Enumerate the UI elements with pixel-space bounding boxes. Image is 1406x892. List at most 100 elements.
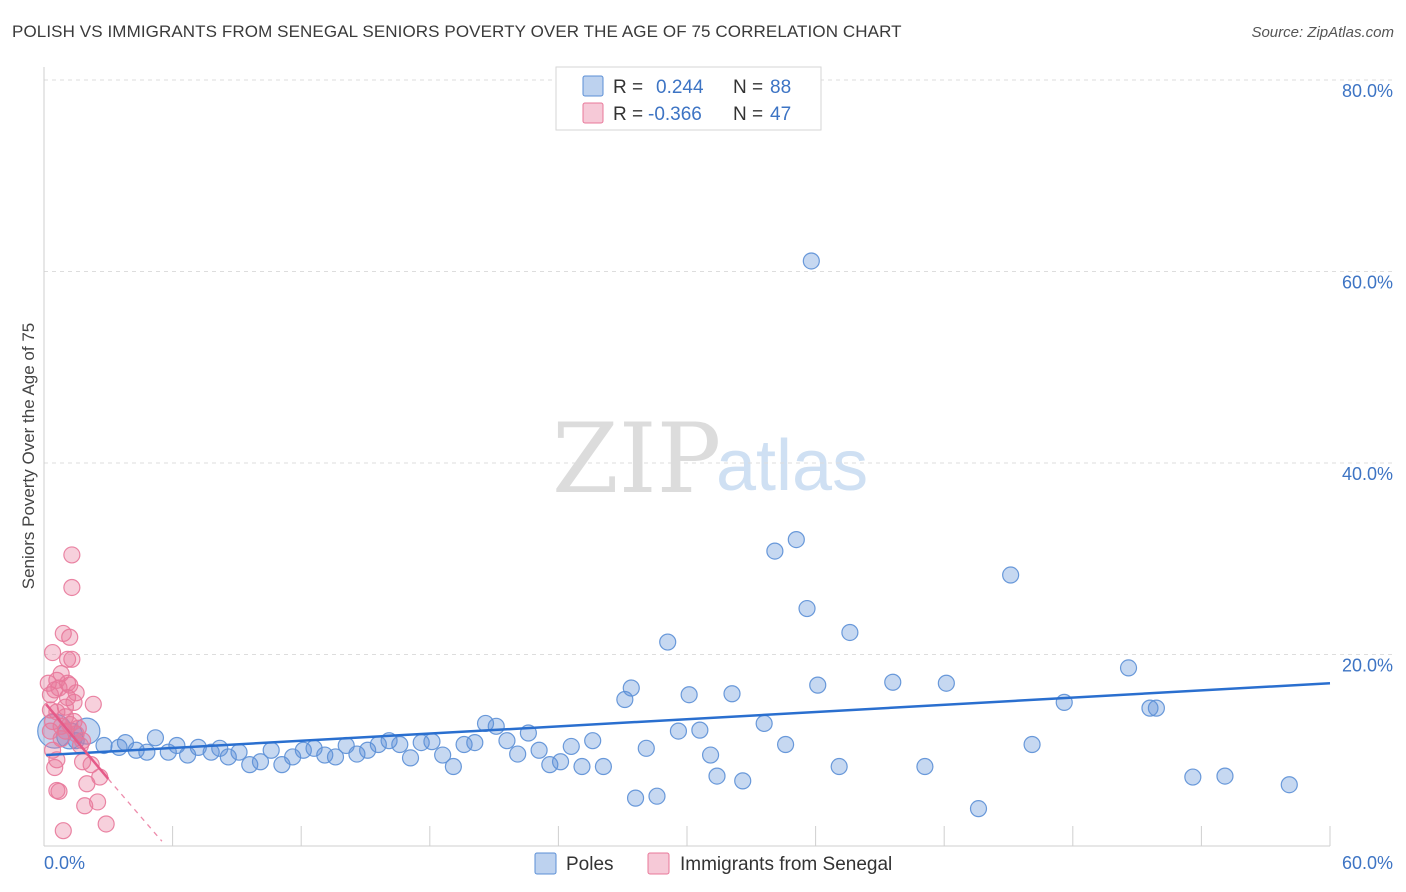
y-tick-label-40: 40.0% (1342, 464, 1393, 484)
legend-n-label-senegal: N = (733, 104, 763, 125)
legend-swatch-senegal (582, 102, 604, 124)
y-tick-label-20: 20.0% (1342, 656, 1393, 676)
poles-point (1184, 768, 1202, 786)
poles-point (916, 757, 934, 776)
x-tick-label-min: 0.0% (44, 853, 85, 873)
poles-point (1023, 735, 1041, 754)
x-axis-ticks (172, 826, 1331, 846)
poles-point (594, 757, 613, 776)
legend-n-value-senegal: 47 (770, 104, 791, 125)
poles-point (1002, 566, 1020, 584)
poles-point (562, 737, 580, 756)
poles-point (626, 789, 645, 807)
poles-point (708, 767, 726, 785)
poles-point (401, 749, 420, 767)
senegal-point (63, 578, 81, 597)
poles-point (969, 800, 988, 818)
legend-r-value-poles: 0.244 (656, 77, 704, 98)
poles-point (809, 676, 827, 694)
source-credit: Source: ZipAtlas.com (1251, 24, 1394, 41)
senegal-point (58, 650, 77, 668)
poles-point (701, 746, 720, 764)
poles-point (219, 748, 237, 766)
poles-point (326, 748, 345, 766)
senegal-point (88, 793, 107, 811)
poles-point (659, 633, 677, 651)
poles-point (669, 722, 688, 740)
poles-point (359, 741, 377, 759)
x-tick-label-max: 60.0% (1342, 853, 1393, 873)
senegal-point (54, 624, 72, 643)
poles-point (734, 772, 752, 790)
poles-point (573, 757, 591, 776)
poles-point (937, 674, 955, 692)
poles-point (884, 673, 902, 691)
watermark-zip: ZIP (552, 403, 721, 515)
poles-point (444, 757, 462, 776)
y-tick-label-60: 60.0% (1342, 273, 1393, 293)
poles-point (766, 542, 784, 560)
poles-point (787, 530, 805, 549)
legend-n-label-poles: N = (733, 77, 763, 98)
poles-point (541, 756, 559, 774)
poles-point (316, 746, 334, 764)
bottom-legend-swatch-senegal (647, 852, 670, 875)
poles-point (348, 745, 366, 763)
poles-point (755, 714, 773, 733)
poles-point (680, 686, 698, 704)
poles-point (841, 623, 859, 642)
senegal-point (84, 695, 102, 713)
senegal-point (54, 822, 72, 840)
poles-point (530, 741, 548, 759)
watermark: ZIP atlas (552, 403, 868, 515)
poles-point (455, 735, 473, 754)
poles-point (584, 732, 602, 750)
poles-point (1119, 659, 1138, 677)
y-axis-label: Seniors Poverty Over the Age of 75 (19, 323, 38, 589)
senegal-point (67, 684, 85, 702)
y-tick-label-80: 80.0% (1342, 81, 1393, 101)
poles-point (434, 746, 452, 764)
senegal-point (43, 643, 62, 662)
poles-point (802, 252, 820, 270)
legend-swatch-poles (582, 75, 604, 97)
poles-point (1141, 699, 1159, 717)
poles-point (241, 756, 259, 774)
poles-point (622, 679, 640, 697)
senegal-point (52, 730, 70, 748)
senegal-point (50, 782, 68, 801)
watermark-atlas: atlas (716, 426, 868, 506)
senegal-trend-line (45, 703, 110, 780)
y-axis-tick-labels: 20.0% 40.0% 60.0% 80.0% (1342, 81, 1393, 676)
chart-title: POLISH VS IMMIGRANTS FROM SENEGAL SENIOR… (12, 22, 902, 41)
poles-point (776, 735, 795, 754)
senegal-point (63, 650, 81, 668)
gridlines (44, 79, 1392, 655)
senegal-point (48, 671, 66, 689)
legend-r-value-senegal: -0.366 (648, 104, 702, 125)
senegal-point (56, 698, 75, 716)
poles-point (723, 685, 741, 703)
bottom-legend-label-poles: Poles (566, 854, 614, 875)
poles-point (168, 736, 186, 755)
poles-point (1147, 699, 1165, 717)
poles-point (262, 741, 280, 759)
poles-point (830, 757, 848, 776)
poles-point (284, 748, 302, 766)
legend-r-label-poles: R = (613, 77, 643, 98)
senegal-point (97, 815, 115, 833)
poles-point (146, 729, 165, 747)
poles-point (637, 739, 655, 757)
poles-point (251, 753, 270, 771)
series-senegal (39, 546, 115, 840)
poles-point (487, 717, 505, 735)
poles-point (691, 721, 709, 739)
stats-legend-box (555, 66, 822, 131)
poles-trend-line (46, 681, 1331, 757)
poles-point (95, 736, 113, 755)
series-poles (37, 252, 1298, 818)
series-legend: Poles Immigrants from Senegal (534, 852, 892, 875)
senegal-point (63, 546, 81, 564)
legend-r-label-senegal: R = (613, 104, 643, 125)
